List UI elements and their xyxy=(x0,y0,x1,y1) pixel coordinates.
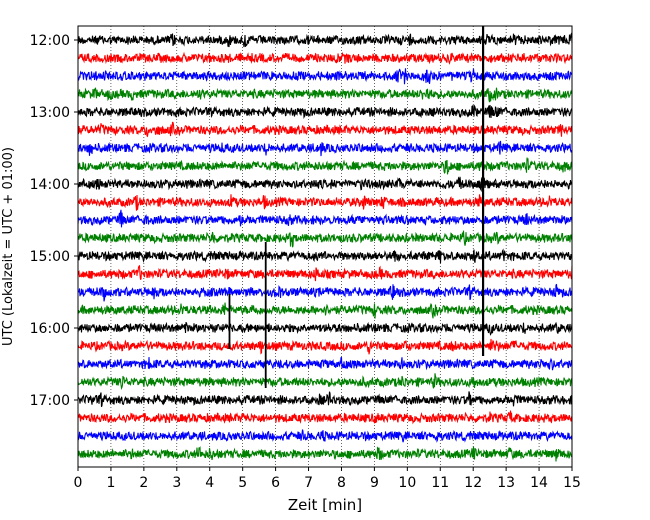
trace-layer xyxy=(77,31,573,462)
trace-1645 xyxy=(77,373,573,391)
trace-1500 xyxy=(77,248,573,264)
x-tick-label: 8 xyxy=(337,475,346,491)
x-tick-label: 3 xyxy=(172,475,181,491)
x-tick-label: 6 xyxy=(271,475,280,491)
trace-1745 xyxy=(77,446,573,462)
trace-1700 xyxy=(77,391,573,407)
trace-1200 xyxy=(77,31,573,48)
trace-1300 xyxy=(77,104,573,119)
plot-frame xyxy=(77,25,573,468)
trace-1245 xyxy=(77,87,573,103)
x-tick-label: 0 xyxy=(74,475,83,491)
x-tick-label: 14 xyxy=(530,475,548,491)
x-tick-label: 5 xyxy=(238,475,247,491)
x-tick-label: 2 xyxy=(139,475,148,491)
event-layer xyxy=(228,26,498,388)
trace-1545 xyxy=(77,302,573,319)
trace-1445 xyxy=(77,230,573,248)
trace-1515 xyxy=(77,265,573,282)
y-tick-label: 16:00 xyxy=(30,321,70,337)
x-tick-label: 9 xyxy=(370,475,379,491)
x-tick-label: 1 xyxy=(106,475,115,491)
x-tick-label: 7 xyxy=(304,475,313,491)
x-axis-label: Zeit [min] xyxy=(288,496,362,514)
y-tick-label: 14:00 xyxy=(30,177,70,193)
trace-1615 xyxy=(77,338,573,355)
y-tick-label: 15:00 xyxy=(30,249,70,265)
trace-1330 xyxy=(77,140,573,157)
trace-1530 xyxy=(77,283,573,302)
trace-1215 xyxy=(77,51,573,65)
trace-1630 xyxy=(77,356,573,371)
trace-1415 xyxy=(77,194,573,211)
y-tick-label: 13:00 xyxy=(30,105,70,121)
trace-1430 xyxy=(77,209,573,228)
y-axis-label: UTC (Lokalzeit = UTC + 01:00) xyxy=(1,147,16,346)
trace-1345 xyxy=(77,157,573,175)
event-coda-1400 xyxy=(476,177,498,193)
trace-1315 xyxy=(77,121,573,138)
trace-1715 xyxy=(77,410,573,425)
x-axis-ticks: 0 1 2 3 4 5 6 7 8 9 10 11 12 13 14 15 xyxy=(74,467,581,491)
x-tick-label: 10 xyxy=(398,475,416,491)
trace-1730 xyxy=(77,429,573,443)
y-tick-label: 17:00 xyxy=(30,393,70,409)
trace-1400 xyxy=(77,176,573,191)
x-tick-label: 11 xyxy=(431,475,449,491)
trace-1600 xyxy=(77,321,573,336)
x-tick-label: 13 xyxy=(497,475,515,491)
trace-1230 xyxy=(77,68,573,85)
y-axis-ticks: 12:00 13:00 14:00 15:00 16:00 17:00 xyxy=(30,33,78,409)
x-tick-label: 12 xyxy=(464,475,482,491)
x-tick-label: 4 xyxy=(205,475,214,491)
y-tick-label: 12:00 xyxy=(30,33,70,49)
x-tick-label: 15 xyxy=(563,475,581,491)
